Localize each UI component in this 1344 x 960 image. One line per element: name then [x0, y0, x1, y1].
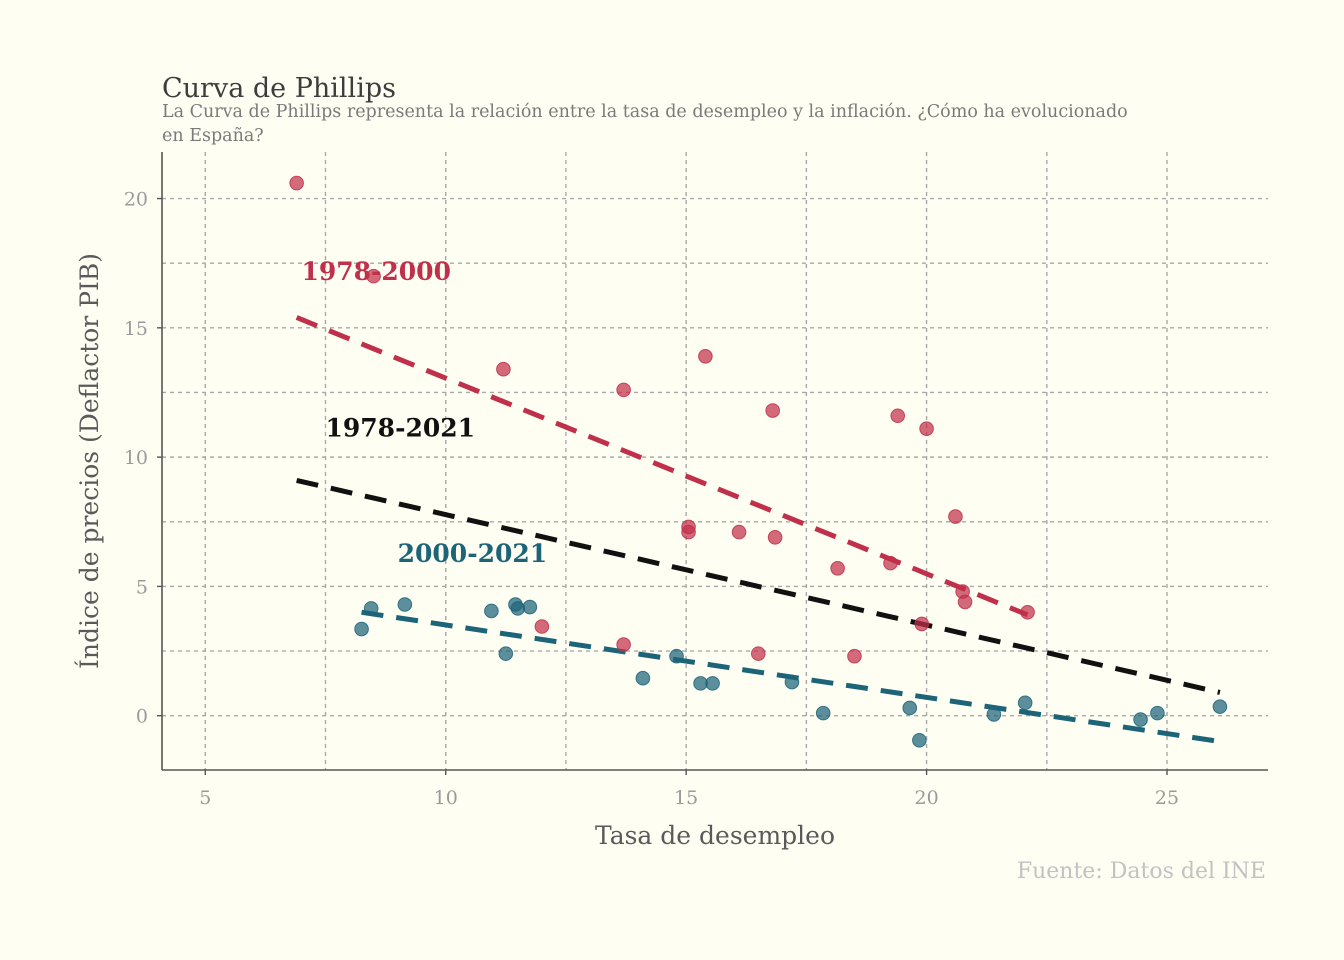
- data-point: [750, 646, 766, 661]
- data-point: [397, 597, 413, 612]
- data-point: [669, 648, 684, 664]
- data-point: [1133, 712, 1148, 727]
- data-point: [635, 670, 651, 686]
- data-point: [767, 529, 783, 545]
- data-point: [484, 603, 499, 619]
- data-point: [366, 268, 381, 284]
- data-point: [847, 648, 862, 664]
- y-tick-label: 10: [124, 447, 148, 469]
- data-point: [912, 732, 927, 748]
- annotation-1978-2021: 1978-2021: [325, 413, 475, 442]
- data-point: [496, 361, 511, 377]
- data-point: [616, 637, 631, 652]
- x-tick-label: 5: [199, 787, 211, 809]
- data-point: [616, 382, 631, 398]
- data-point: [883, 555, 898, 571]
- axis-ticks: 5 10 15 20 25 0 5 10 15 20: [124, 189, 1179, 809]
- y-axis-title: Índice de precios (Deflactor PIB): [75, 253, 104, 669]
- data-point: [705, 676, 720, 691]
- data-point: [522, 599, 538, 615]
- source-caption: Fuente: Datos del INE: [1017, 859, 1266, 884]
- data-point: [919, 421, 934, 436]
- data-point: [1017, 695, 1033, 711]
- data-point: [902, 700, 918, 716]
- data-point: [698, 348, 713, 364]
- trend-line-1978-2021: [296, 477, 1221, 695]
- data-point: [765, 403, 781, 418]
- data-point: [1150, 705, 1165, 721]
- grid-lines: [162, 152, 1268, 770]
- data-point: [534, 619, 550, 634]
- annotation-1978-2000: 1978-2000: [301, 257, 451, 286]
- chart-subtitle-line-2: en España?: [162, 126, 264, 146]
- data-point: [957, 594, 973, 610]
- data-points: [289, 175, 1228, 748]
- data-point: [731, 524, 747, 540]
- trend-lines: [295, 315, 1221, 745]
- data-point: [289, 175, 304, 191]
- data-point: [354, 621, 369, 637]
- x-axis-title: Tasa de desempleo: [595, 821, 835, 850]
- y-tick-label: 15: [124, 318, 148, 340]
- data-point: [815, 705, 831, 721]
- data-point: [890, 408, 906, 424]
- trend-line-1978-2000: [295, 315, 1029, 618]
- data-point: [914, 616, 930, 632]
- x-tick-label: 10: [434, 787, 458, 809]
- data-point: [830, 561, 845, 576]
- data-point: [1212, 699, 1228, 714]
- x-tick-label: 15: [674, 787, 698, 809]
- x-tick-label: 25: [1155, 787, 1179, 809]
- data-point: [681, 524, 696, 540]
- data-point: [498, 646, 514, 661]
- period-annotations: 1978-2000 1978-2021 2000-2021: [301, 257, 547, 568]
- annotation-2000-2021: 2000-2021: [398, 539, 548, 568]
- data-point: [1020, 604, 1035, 620]
- data-point: [948, 509, 963, 524]
- chart-subtitle-line-1: La Curva de Phillips representa la relac…: [162, 102, 1128, 122]
- y-tick-label: 20: [124, 189, 148, 211]
- y-tick-label: 0: [136, 706, 148, 728]
- data-point: [986, 707, 1002, 722]
- chart-title: Curva de Phillips: [162, 73, 396, 104]
- x-tick-label: 20: [914, 787, 938, 809]
- data-point: [784, 674, 800, 690]
- y-tick-label: 5: [136, 576, 148, 598]
- data-point: [510, 601, 526, 616]
- data-point: [363, 601, 379, 616]
